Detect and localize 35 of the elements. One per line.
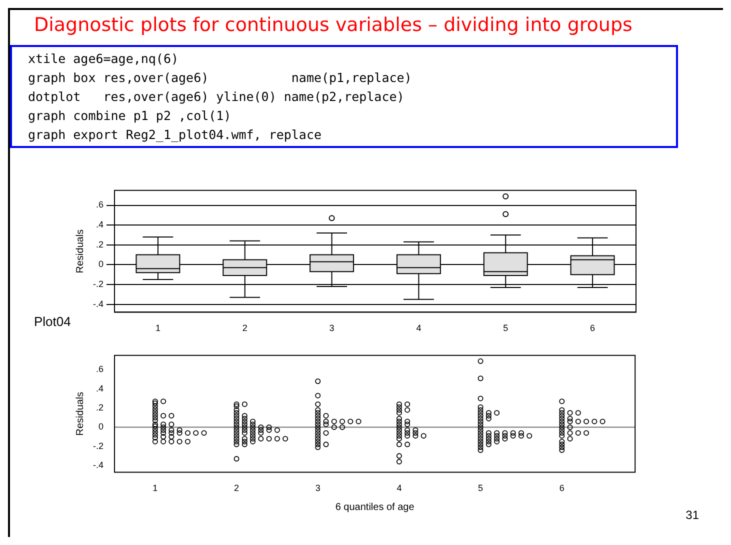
text: graph box res,over(age6) name(p1,replace) [28,69,413,87]
y-tick-label: .2 [96,239,104,250]
y-tick-label: 0 [98,259,104,270]
text: dotplot res,over(age6) yline(0) name(p2,replace) [28,88,406,106]
x-tick-label: 5 [478,483,484,494]
x-axis-title: 6 quantiles of age [335,502,415,513]
x-tick-label: 3 [329,323,334,334]
x-tick-label: 4 [396,483,402,494]
x-tick-label: 6 [559,483,564,494]
y-axis-title: Residuals [74,229,86,274]
x-tick-label: 2 [242,323,248,334]
x-tick-label: 2 [234,483,240,494]
x-tick-label: 5 [503,323,508,334]
y-tick-label: .6 [96,200,104,210]
x-tick-label: 6 [590,323,596,334]
y-tick-label: .4 [96,383,104,394]
chart-title: Diagnostic plots for continuous variables – dividing into groups [34,14,632,36]
text: graph combine p1 p2 ,col(1) [28,107,232,125]
y-tick-label: -.2 [92,440,104,451]
y-tick-label: .6 [96,364,104,374]
text: xtile age6=age,nq(6) [28,50,180,68]
y-tick-label: -.2 [92,278,104,289]
y-tick-label: -.4 [92,460,104,470]
x-tick-label: 1 [152,483,158,494]
y-tick-label: .4 [96,220,104,230]
text: graph export Reg2_1_plot04.wmf, replace [28,126,322,144]
text: 31 [686,508,699,524]
x-tick-label: 3 [315,483,320,494]
y-tick-label: -.4 [92,298,104,309]
y-tick-label: .2 [96,402,104,413]
x-tick-label: 4 [416,323,422,334]
y-tick-label: 0 [98,422,104,432]
x-tick-label: 1 [155,323,160,334]
text: Plot04 [34,314,71,329]
y-axis-title: Residuals [74,392,86,436]
